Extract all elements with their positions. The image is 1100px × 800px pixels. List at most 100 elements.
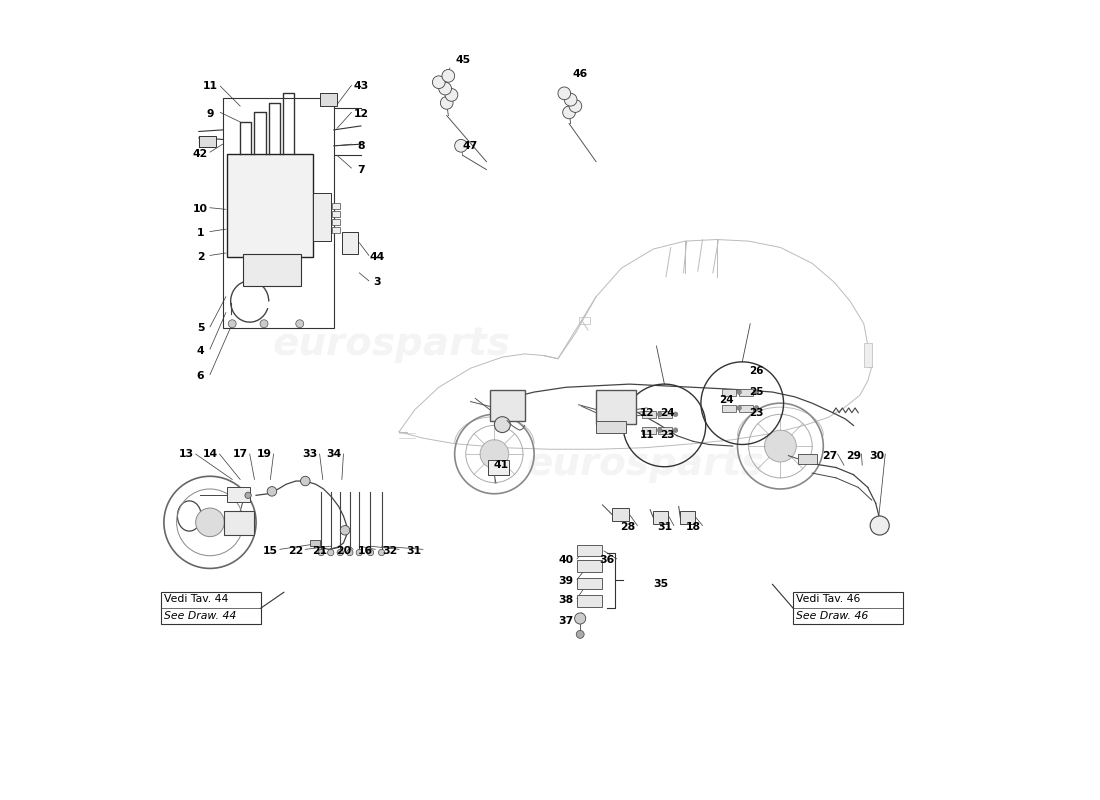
Circle shape [300,476,310,486]
Bar [722,405,736,412]
Text: 42: 42 [192,149,208,158]
Circle shape [576,630,584,638]
Bar [578,561,603,571]
Bar [490,390,525,421]
Circle shape [673,412,678,417]
Text: 6: 6 [197,371,205,381]
Text: 24: 24 [660,408,675,418]
Circle shape [296,320,304,328]
Bar [332,211,340,218]
Bar [596,421,626,434]
Text: 24: 24 [719,395,734,405]
Bar [199,136,217,147]
Bar [332,203,340,210]
Text: 14: 14 [202,449,218,459]
Circle shape [558,87,571,100]
Circle shape [454,139,467,152]
Circle shape [432,76,446,89]
Text: 13: 13 [178,449,194,459]
Circle shape [442,70,454,82]
Bar [228,487,250,502]
Text: Vedi Tav. 44: Vedi Tav. 44 [164,594,229,604]
Text: eurosparts: eurosparts [526,445,764,482]
Circle shape [658,428,662,433]
Circle shape [245,492,251,498]
Bar [224,511,254,535]
Text: Vedi Tav. 46: Vedi Tav. 46 [796,594,860,604]
Text: 41: 41 [493,460,508,470]
Bar [739,389,754,396]
Bar [488,460,508,474]
Bar [161,592,261,624]
Bar [314,194,331,241]
Bar [310,540,320,546]
Circle shape [755,406,759,410]
Text: 33: 33 [302,449,318,459]
Text: 12: 12 [353,109,369,119]
Text: 21: 21 [312,546,327,556]
Text: 20: 20 [336,546,351,556]
Circle shape [480,440,508,468]
Bar [243,254,300,286]
Circle shape [356,550,363,556]
Text: 30: 30 [870,450,884,461]
Text: 45: 45 [455,55,470,65]
Circle shape [440,97,453,110]
Text: 29: 29 [846,450,861,461]
Text: 28: 28 [620,522,636,532]
Bar [579,318,590,324]
Bar [342,231,358,254]
Circle shape [446,89,458,102]
Circle shape [673,428,678,433]
Circle shape [737,406,741,410]
Text: 31: 31 [406,546,421,556]
Text: 27: 27 [822,450,837,461]
Text: 4: 4 [197,346,205,356]
Text: See Draw. 44: See Draw. 44 [164,611,236,621]
Circle shape [378,550,385,556]
Text: 3: 3 [373,278,381,287]
Text: 10: 10 [192,204,208,214]
Text: 15: 15 [263,546,278,556]
Bar [578,595,603,606]
Bar [653,511,668,524]
Circle shape [229,320,236,328]
Text: 9: 9 [206,109,213,119]
Text: 34: 34 [327,449,341,459]
Bar [332,219,340,226]
Circle shape [563,106,575,118]
Text: 19: 19 [256,449,272,459]
Text: 26: 26 [749,366,763,376]
Bar [739,405,754,412]
Bar [596,390,636,424]
Circle shape [340,526,350,535]
Text: 38: 38 [559,595,573,605]
Circle shape [196,508,224,537]
Text: eurosparts: eurosparts [272,326,510,363]
Bar [228,154,314,257]
Circle shape [267,486,277,496]
Bar [658,427,672,434]
Text: 12: 12 [640,408,654,418]
Text: 2: 2 [197,252,205,262]
Circle shape [318,550,324,556]
Text: 32: 32 [382,546,397,556]
Text: 23: 23 [749,408,763,418]
Bar [793,592,903,624]
Text: 11: 11 [202,81,218,91]
Text: 47: 47 [463,141,478,150]
Circle shape [439,82,451,95]
Bar [642,411,657,418]
Text: 46: 46 [573,70,587,79]
Text: 35: 35 [653,579,669,590]
Text: 22: 22 [288,546,304,556]
Text: 37: 37 [559,616,573,626]
Text: 31: 31 [657,522,672,532]
Text: 16: 16 [359,546,373,556]
Bar [680,511,694,524]
Circle shape [328,550,334,556]
Bar [578,578,603,589]
Text: 40: 40 [559,555,573,566]
Circle shape [755,390,759,394]
Bar [864,342,872,366]
